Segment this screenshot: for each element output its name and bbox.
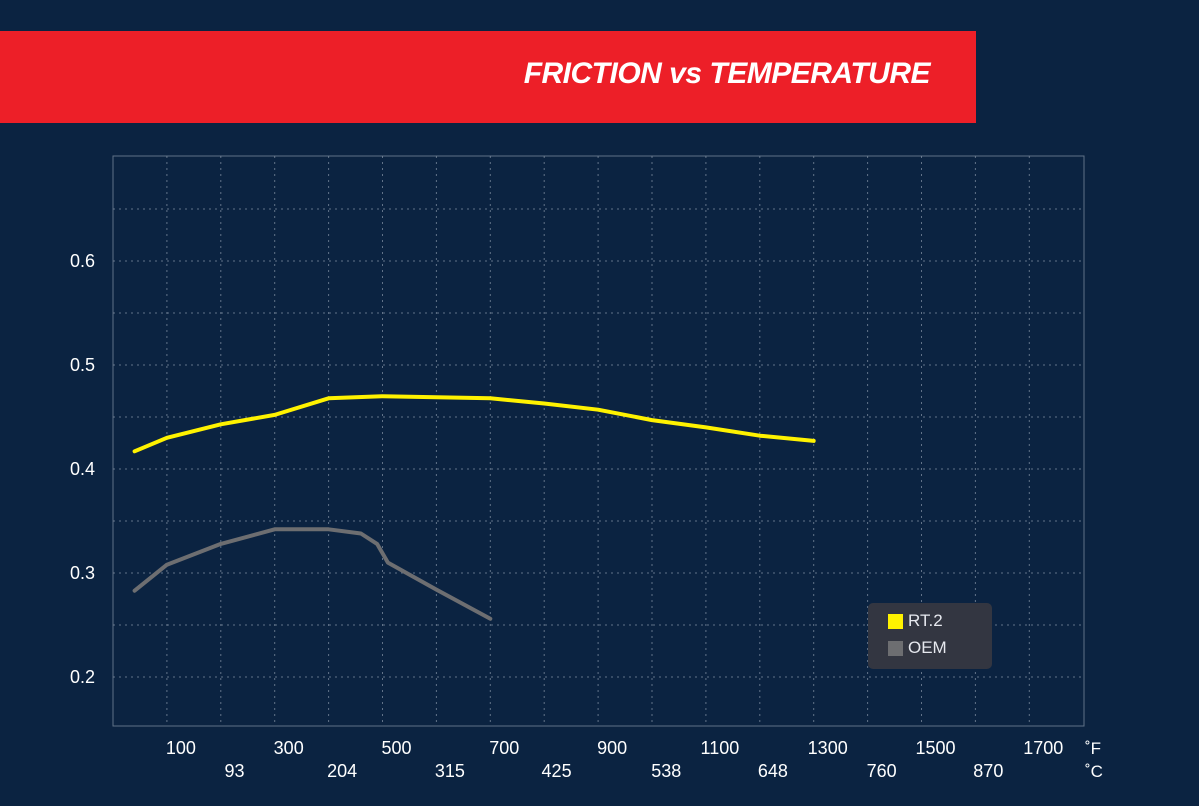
series-line-rt2 xyxy=(132,394,816,454)
x-tick-label-c: 760 xyxy=(867,761,897,781)
chart-title: FRICTION vs TEMPERATURE xyxy=(523,57,931,90)
y-tick-label: 0.5 xyxy=(70,355,95,375)
y-tick-label: 0.6 xyxy=(70,251,95,271)
y-tick-label: 0.3 xyxy=(70,563,95,583)
x-tick-label-f: 1500 xyxy=(915,738,955,758)
x-tick-label-f: 300 xyxy=(274,738,304,758)
x-tick-labels-c: 93 204 315 425 538 648 760 870 xyxy=(224,761,1003,781)
legend-label-oem: OEM xyxy=(908,638,947,657)
x-tick-label-c: 425 xyxy=(542,761,572,781)
legend-item-rt2: RT.2 xyxy=(888,611,943,631)
legend-label-rt2: RT.2 xyxy=(908,611,943,630)
y-tick-labels: 0.2 0.3 0.4 0.5 0.6 xyxy=(70,251,95,687)
x-tick-label-f: 1100 xyxy=(701,738,740,758)
x-tick-label-c: 315 xyxy=(435,761,465,781)
series-line-oem xyxy=(132,527,493,621)
x-tick-labels-f: 100 300 500 700 900 1100 1300 1500 1700 xyxy=(166,738,1063,758)
y-tick-label: 0.4 xyxy=(70,459,95,479)
legend: RT.2 OEM xyxy=(868,603,992,669)
x-tick-label-f: 1700 xyxy=(1023,738,1063,758)
x-tick-label-c: 93 xyxy=(224,761,244,781)
series-lines xyxy=(132,394,816,621)
x-tick-label-c: 648 xyxy=(758,761,788,781)
x-tick-label-f: 1300 xyxy=(808,738,848,758)
x-tick-label-f: 700 xyxy=(489,738,519,758)
x-tick-label-c: 870 xyxy=(973,761,1003,781)
y-tick-label: 0.2 xyxy=(70,667,95,687)
x-tick-label-c: 204 xyxy=(327,761,357,781)
legend-swatch-rt2 xyxy=(888,613,903,629)
unit-f-label: ˚F xyxy=(1085,739,1101,758)
title-banner: FRICTION vs TEMPERATURE xyxy=(0,31,976,123)
x-tick-label-f: 500 xyxy=(381,738,411,758)
legend-item-oem: OEM xyxy=(888,638,947,658)
legend-swatch-oem xyxy=(888,640,903,656)
unit-c-label: ˚C xyxy=(1085,762,1103,781)
x-tick-label-c: 538 xyxy=(651,761,681,781)
x-tick-label-f: 100 xyxy=(166,738,196,758)
x-tick-label-f: 900 xyxy=(597,738,627,758)
